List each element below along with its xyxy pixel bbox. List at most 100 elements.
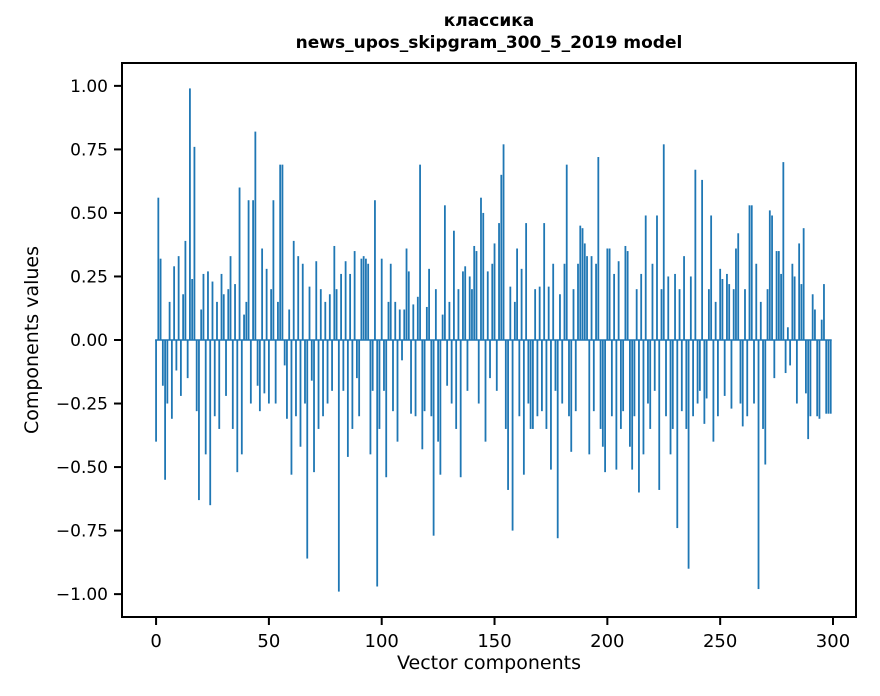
bar bbox=[392, 340, 394, 412]
bar bbox=[240, 340, 243, 455]
chart-suptitle: классика bbox=[443, 11, 535, 31]
x-tick-label: 0 bbox=[150, 631, 161, 652]
bar bbox=[723, 340, 726, 396]
bar bbox=[283, 340, 286, 366]
bar bbox=[252, 200, 254, 340]
bar bbox=[513, 301, 516, 340]
bar bbox=[726, 273, 728, 340]
bar bbox=[635, 289, 638, 340]
bar bbox=[610, 340, 613, 417]
bar bbox=[457, 289, 460, 340]
bar bbox=[313, 340, 315, 473]
bar bbox=[281, 164, 284, 340]
bar bbox=[290, 340, 293, 475]
bar bbox=[669, 340, 672, 455]
bar bbox=[342, 340, 345, 391]
bar bbox=[678, 289, 681, 340]
bar bbox=[297, 256, 300, 340]
bar bbox=[633, 340, 636, 417]
bar bbox=[308, 286, 311, 340]
bar bbox=[328, 294, 331, 340]
bar bbox=[484, 340, 487, 442]
bar bbox=[346, 340, 349, 457]
bar bbox=[177, 256, 180, 340]
bar bbox=[198, 340, 200, 501]
bar bbox=[184, 240, 187, 340]
bar bbox=[541, 340, 543, 412]
bar bbox=[719, 268, 722, 340]
bar bbox=[236, 340, 239, 473]
bar bbox=[464, 266, 467, 340]
bar bbox=[568, 340, 570, 417]
bar bbox=[489, 340, 491, 379]
bar bbox=[640, 273, 643, 340]
bar bbox=[263, 340, 266, 394]
bar bbox=[622, 340, 625, 412]
bar bbox=[213, 340, 216, 417]
bar bbox=[227, 289, 230, 340]
title-block: классика news_upos_skipgram_300_5_2019 m… bbox=[122, 10, 856, 54]
bar bbox=[543, 223, 546, 340]
bar bbox=[459, 340, 462, 478]
bar bbox=[755, 263, 758, 340]
y-axis-ticks: 1.00 0.75 0.50 0.25 0.00 −0.25 −0.50 −0.75 −1.00 bbox=[56, 77, 122, 605]
bar bbox=[617, 261, 620, 340]
bar bbox=[265, 268, 268, 340]
bar bbox=[583, 243, 586, 340]
bar bbox=[299, 340, 302, 447]
chart-title: news_upos_skipgram_300_5_2019 model bbox=[295, 33, 683, 53]
bar bbox=[827, 340, 830, 414]
x-tick-label: 200 bbox=[590, 631, 624, 652]
bar bbox=[466, 340, 469, 391]
bar bbox=[701, 179, 704, 340]
bar bbox=[403, 309, 406, 340]
bar bbox=[416, 296, 419, 340]
bar bbox=[816, 340, 819, 417]
bar bbox=[202, 273, 205, 340]
bar bbox=[179, 340, 182, 396]
bar bbox=[547, 286, 550, 340]
bar bbox=[606, 248, 609, 340]
bar bbox=[676, 340, 679, 529]
bar bbox=[335, 289, 338, 340]
bar bbox=[642, 340, 645, 455]
bar bbox=[448, 301, 451, 340]
bar bbox=[739, 340, 742, 404]
bar bbox=[385, 340, 388, 478]
bar bbox=[572, 289, 575, 340]
bar bbox=[389, 263, 392, 340]
bar bbox=[807, 340, 810, 440]
bar bbox=[358, 340, 361, 417]
bar bbox=[762, 340, 764, 429]
bar bbox=[707, 289, 710, 340]
bar bbox=[428, 268, 430, 340]
bar bbox=[249, 340, 252, 404]
bar bbox=[687, 340, 690, 569]
bar bbox=[554, 340, 557, 391]
bar bbox=[166, 340, 169, 404]
x-tick-label: 100 bbox=[365, 631, 399, 652]
bar bbox=[209, 340, 212, 506]
bar bbox=[581, 228, 584, 340]
bar bbox=[344, 261, 347, 340]
bar bbox=[552, 263, 555, 340]
bar bbox=[304, 340, 306, 404]
bar bbox=[234, 284, 236, 340]
bar bbox=[590, 256, 593, 340]
bar bbox=[698, 340, 701, 391]
bar bbox=[624, 245, 627, 340]
bar bbox=[175, 340, 178, 371]
y-tick-label: −0.25 bbox=[56, 395, 108, 415]
bar bbox=[324, 301, 327, 340]
bar bbox=[559, 294, 561, 340]
bar bbox=[538, 286, 541, 340]
bar bbox=[660, 289, 663, 340]
y-tick-label: 1.00 bbox=[70, 77, 108, 97]
bar bbox=[443, 205, 446, 340]
bar bbox=[164, 340, 166, 480]
bar bbox=[351, 340, 354, 429]
bar bbox=[518, 340, 521, 417]
bar bbox=[191, 279, 194, 340]
bar bbox=[520, 268, 523, 340]
bar bbox=[586, 256, 588, 340]
